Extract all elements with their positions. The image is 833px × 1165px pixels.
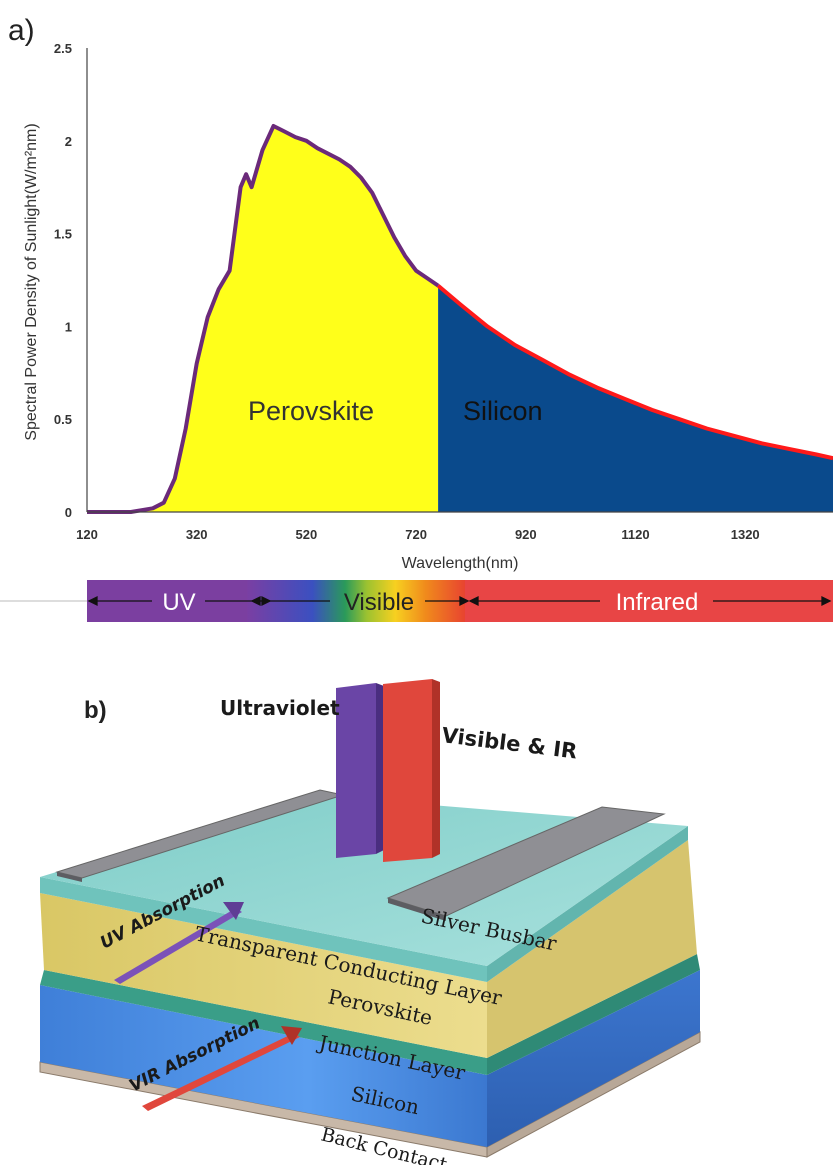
perovskite-area — [87, 126, 439, 512]
silicon-series-line — [436, 284, 833, 461]
perovskite-region-label: Perovskite — [248, 396, 374, 426]
tandem-cell-diagram: Ultraviolet Visible & IR Transparent Con… — [39, 679, 701, 1165]
y-axis-title: Spectral Power Density of Sunlight(W/m²n… — [23, 123, 40, 440]
spectrum-chart: 120 320 520 720 920 1120 1320 0 0.5 1 1.5 2 2.5 Pero… — [0, 41, 833, 622]
y-tick-label: 0.5 — [54, 412, 72, 427]
tick-labels: 120 320 520 720 920 1120 1320 0 0.5 1 1.5 2 2.5 — [54, 41, 760, 542]
visible-ir-beam — [383, 679, 440, 862]
silicon-region-label: Silicon — [463, 396, 543, 426]
x-tick-label: 1320 — [731, 527, 760, 542]
visible-ir-label: Visible & IR — [440, 723, 578, 763]
panel-a-label: a) — [8, 14, 35, 47]
ultraviolet-beam — [336, 683, 384, 858]
y-tick-label: 0 — [65, 505, 72, 520]
perovskite-layer — [40, 840, 697, 1058]
silicon-area — [438, 285, 833, 512]
junction-layer — [40, 954, 700, 1075]
ultraviolet-label: Ultraviolet — [220, 696, 340, 720]
y-tick-label: 2.5 — [54, 41, 72, 56]
chart-axes — [86, 48, 833, 513]
y-tick-label: 1 — [65, 319, 72, 334]
panel-b-label: b) — [84, 697, 107, 724]
band-arrows — [87, 595, 832, 607]
y-tick-label: 2 — [65, 134, 72, 149]
vir-absorption-arrow — [142, 1026, 302, 1111]
silver-busbar-right — [386, 806, 666, 921]
uv-band-label: UV — [162, 589, 195, 616]
x-tick-label: 320 — [186, 527, 208, 542]
spectrum-bar: UV Visible Infrared — [0, 580, 833, 622]
x-tick-label: 520 — [296, 527, 318, 542]
x-tick-label: 1120 — [621, 527, 649, 542]
x-tick-label: 120 — [76, 527, 98, 542]
silicon-layer — [40, 970, 700, 1147]
uv-absorption-arrow — [114, 902, 244, 984]
perovskite-series-line — [87, 124, 440, 514]
infrared-band-label: Infrared — [616, 589, 699, 616]
x-axis-title: Wavelength(nm) — [402, 555, 519, 572]
x-tick-label: 720 — [405, 527, 427, 542]
y-tick-label: 1.5 — [54, 227, 72, 242]
x-tick-label: 920 — [515, 527, 537, 542]
plot-area — [87, 124, 833, 514]
visible-band-label: Visible — [344, 589, 414, 616]
